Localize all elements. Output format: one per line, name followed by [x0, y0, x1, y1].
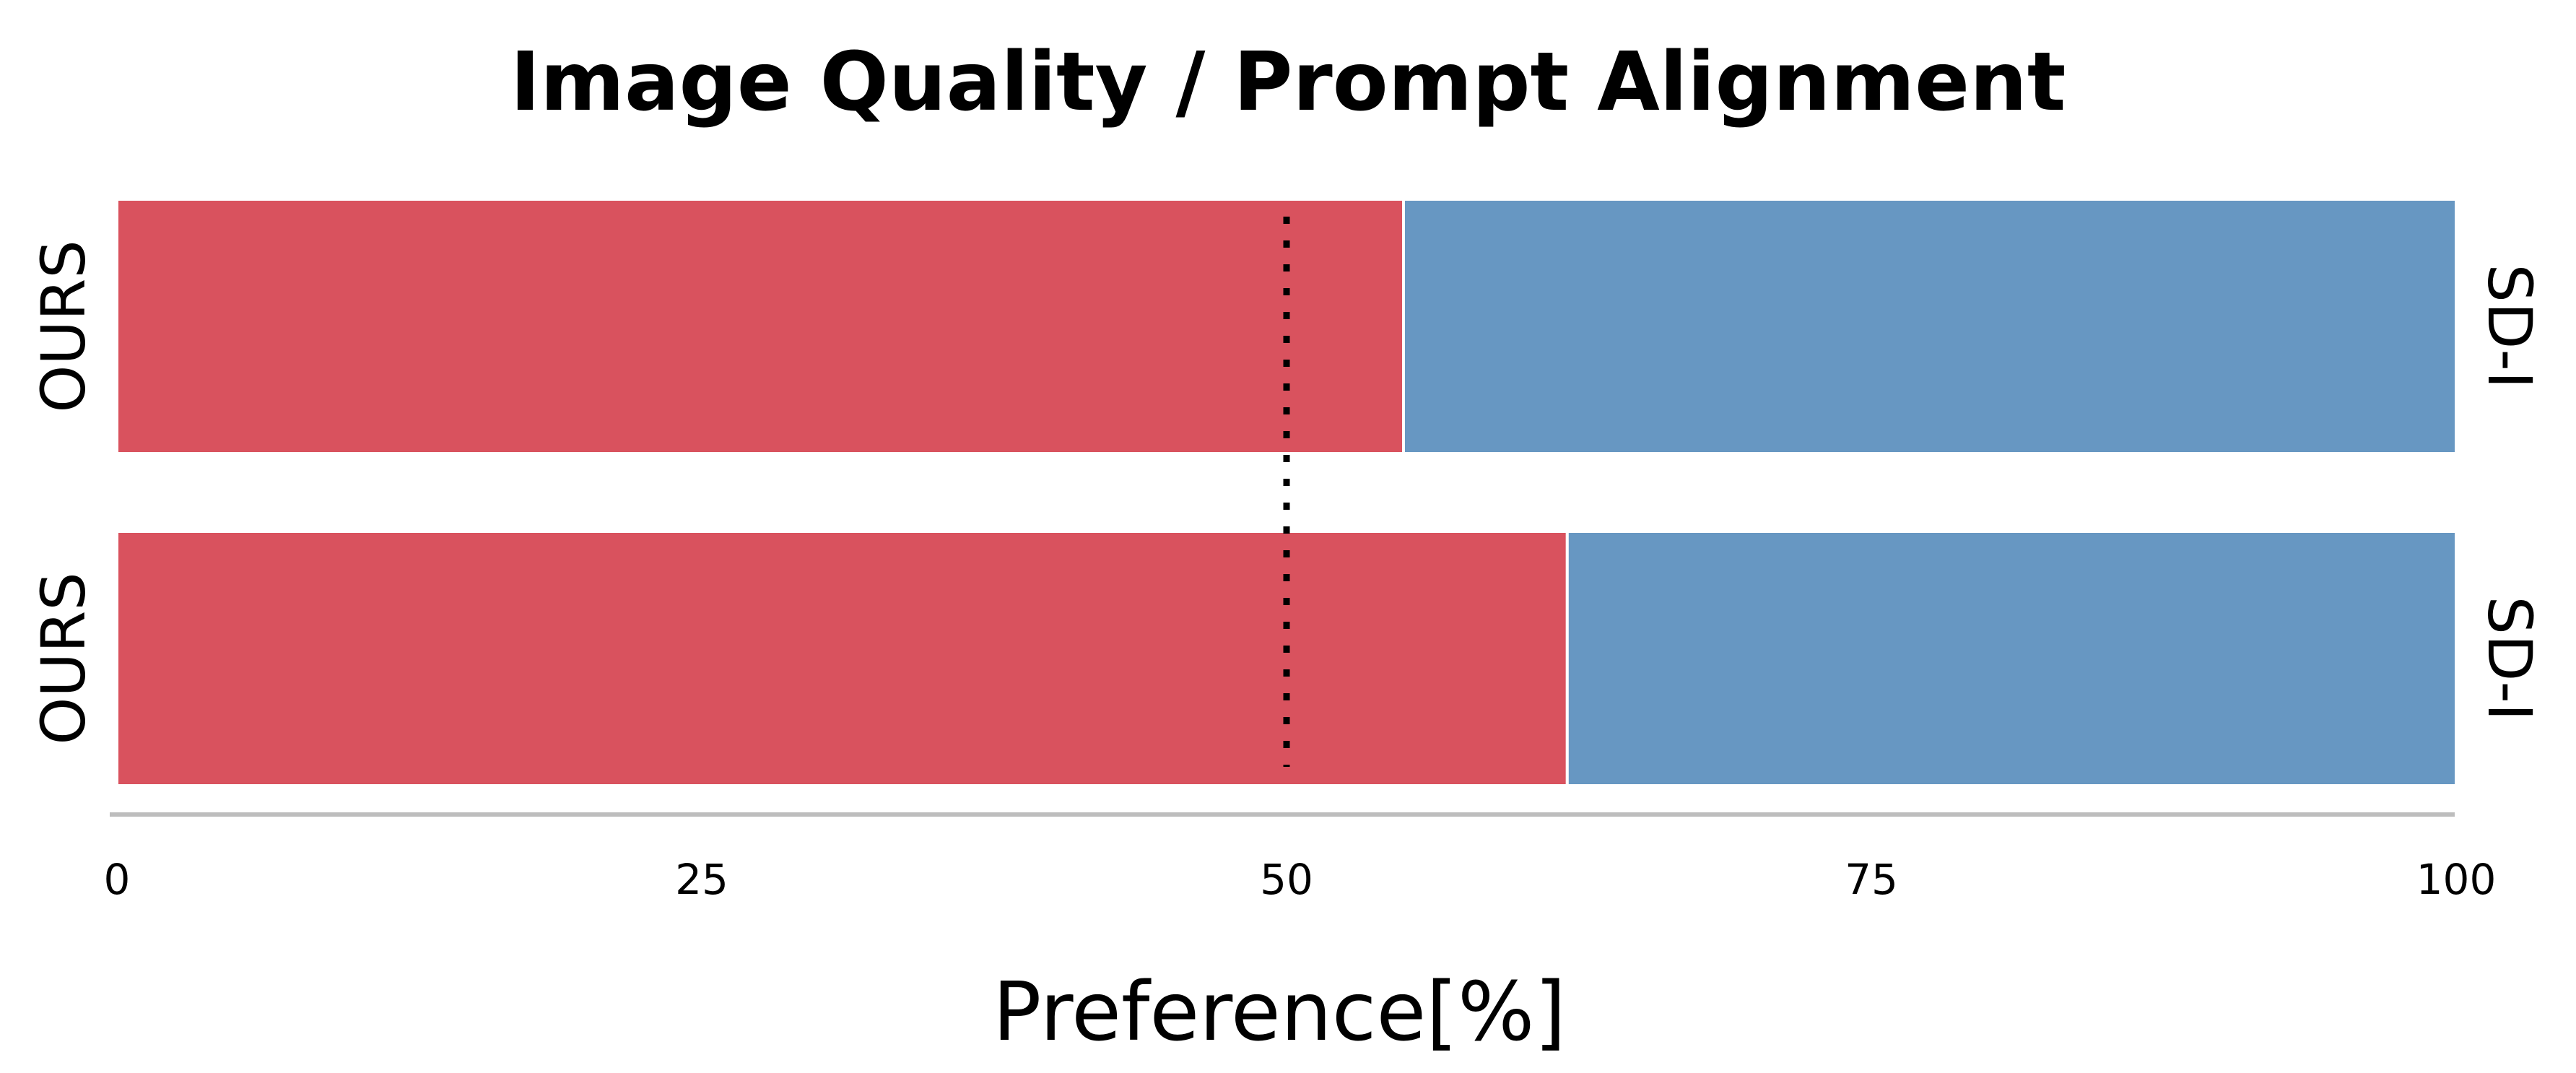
bar-group: [116, 198, 2458, 787]
x-tick-label-100: 100: [2416, 855, 2497, 904]
x-tick-label-50: 50: [1260, 855, 1313, 904]
x-tick-label-0: 0: [104, 855, 131, 904]
side-labels: OURS SD-I OURS SD-I: [28, 240, 2545, 744]
chart-title: Image Quality / Prompt Alignment: [510, 35, 2066, 129]
x-axis-label: Preference[%]: [993, 965, 1566, 1059]
x-tick-label-75: 75: [1845, 855, 1898, 904]
row-2-left-label: OURS: [28, 572, 99, 744]
x-tick-label-25: 25: [675, 855, 728, 904]
row-1-left-label: OURS: [28, 240, 99, 412]
x-axis-ticks: 0 25 50 75 100: [104, 855, 2497, 904]
row-1-right-label: SD-I: [2474, 264, 2545, 388]
bar-row-1-segment-1: [116, 198, 1405, 455]
row-2-right-label: SD-I: [2474, 596, 2545, 721]
bar-row-1-segment-2: [1402, 198, 2458, 455]
bar-row-2-segment-2: [1565, 530, 2458, 787]
bar-row-2-segment-1: [116, 530, 1569, 787]
